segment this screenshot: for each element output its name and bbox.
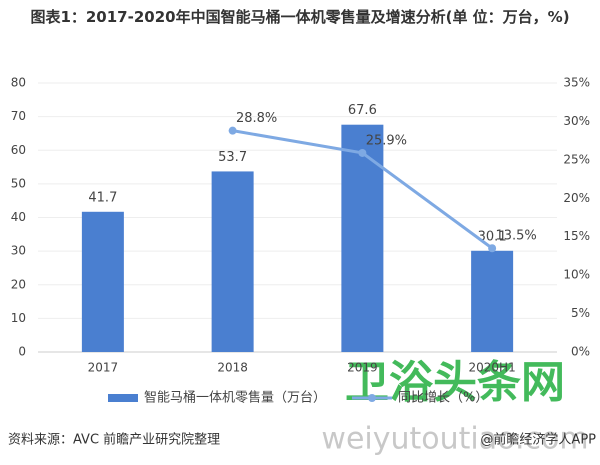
y-tick-label: 40: [11, 210, 26, 224]
bar-value-label: 53.7: [218, 150, 247, 165]
y2-tick-label: 5%: [571, 306, 590, 320]
y-tick-label: 50: [11, 176, 26, 190]
y2-tick-label: 30%: [563, 114, 590, 128]
line-point: [228, 126, 237, 135]
y2-tick-label: 15%: [563, 229, 590, 243]
watermark: @前瞻经济学人APP: [480, 432, 596, 448]
y-tick-label: 70: [11, 109, 26, 123]
bar: [81, 211, 124, 352]
bar: [471, 250, 514, 352]
line-value-label: 25.9%: [366, 133, 407, 148]
bar-value-label: 30.1: [478, 229, 507, 244]
line-point: [488, 244, 497, 253]
bar-value-label: 67.6: [348, 103, 377, 118]
y2-tick-label: 20%: [563, 191, 590, 205]
y2-tick-label: 25%: [563, 152, 590, 166]
x-tick-label: 2017: [88, 361, 119, 375]
bar: [211, 171, 254, 352]
x-tick-label: 2020H1: [469, 361, 516, 375]
y-tick-label: 0: [18, 345, 26, 359]
y-tick-label: 30: [11, 244, 26, 258]
y2-tick-label: 35%: [563, 76, 590, 90]
legend-label: 同比增长（%）: [398, 391, 488, 406]
legend-swatch: [108, 394, 138, 402]
x-tick-label: 2018: [217, 361, 248, 375]
chart-title: 图表1：2017-2020年中国智能马桶一体机零售量及增速分析(单 位：万台，%…: [30, 8, 570, 26]
y-tick-label: 10: [11, 311, 26, 325]
legend-label: 智能马桶一体机零售量（万台）: [144, 390, 326, 406]
y-tick-label: 20: [11, 277, 26, 291]
y-tick-label: 80: [11, 76, 26, 90]
bar-value-label: 41.7: [88, 190, 117, 205]
legend-swatch: [368, 394, 376, 402]
line-point: [358, 148, 367, 157]
watermark: weiyutoutiao.com: [321, 422, 588, 457]
line-value-label: 13.5%: [495, 229, 536, 244]
line-value-label: 28.8%: [236, 111, 277, 126]
y-tick-label: 60: [11, 143, 26, 157]
bar: [341, 124, 384, 352]
y2-tick-label: 0%: [571, 345, 590, 359]
source: 资料来源：AVC 前瞻产业研究院整理: [8, 432, 220, 448]
y2-tick-label: 10%: [563, 268, 590, 282]
x-tick-label: 2019: [347, 361, 378, 375]
